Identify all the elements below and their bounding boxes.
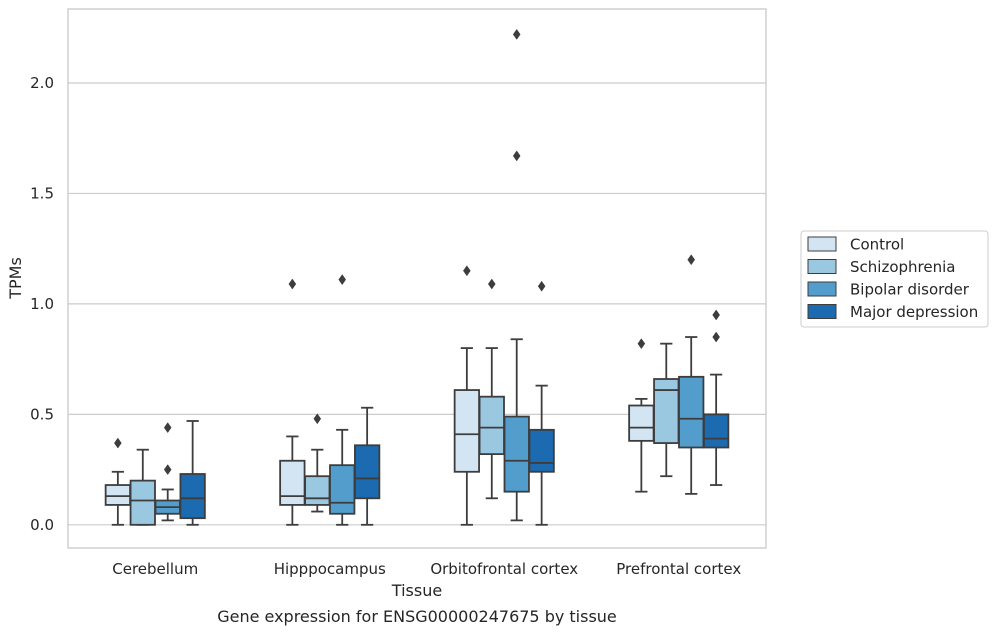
y-tick-label: 0.5 — [30, 405, 54, 423]
legend-label: Schizophrenia — [850, 258, 955, 276]
outlier-marker — [537, 280, 546, 292]
box-element — [453, 265, 480, 526]
box-element — [703, 309, 730, 486]
legend-label: Major depression — [850, 303, 978, 321]
x-tick-label: Orbitofrontal cortex — [430, 560, 578, 578]
outlier-marker — [712, 331, 720, 343]
outlier-marker — [512, 150, 521, 162]
iqr-box — [453, 389, 480, 473]
legend-swatch — [807, 259, 837, 274]
iqr-box — [503, 415, 530, 493]
iqr-box — [279, 459, 306, 506]
x-tick-label: Prefrontal cortex — [616, 560, 741, 578]
iqr-box — [528, 428, 555, 473]
legend-frame — [800, 230, 989, 328]
outlier-marker — [163, 422, 172, 434]
iqr-box — [104, 484, 131, 506]
outlier-marker — [288, 278, 297, 290]
iqr-box — [478, 395, 505, 456]
x-tick-labels: Cerebellum Hipppocampus Orbitofrontal cort… — [112, 560, 741, 578]
outlier-marker — [637, 338, 646, 350]
legend-swatch — [807, 281, 837, 297]
outlier-marker — [163, 464, 172, 476]
outlier-marker — [512, 28, 521, 40]
x-axis-label: Tissue — [391, 581, 442, 600]
y-axis-label: TPMs — [6, 257, 25, 300]
box-element — [628, 338, 655, 493]
plot-frame — [67, 8, 767, 549]
box-plot-series — [104, 28, 730, 526]
chart-caption: Gene expression for ENSG00000247675 by t… — [217, 607, 617, 626]
outlier-marker — [712, 309, 720, 321]
outlier-marker — [114, 437, 122, 449]
box-element — [478, 278, 505, 500]
x-tick-label: Cerebellum — [112, 560, 198, 578]
legend-item: Major depression — [807, 303, 978, 321]
box-element — [179, 420, 206, 526]
y-tick-labels: 0.0 0.5 1.0 1.5 2.0 — [30, 74, 54, 534]
iqr-box — [653, 378, 680, 444]
iqr-box — [354, 444, 381, 500]
iqr-box — [304, 475, 331, 506]
legend-swatch — [807, 304, 837, 319]
legend-swatch — [807, 236, 837, 252]
box-element — [354, 406, 381, 526]
legend-label: Control — [850, 236, 904, 254]
box-element — [279, 278, 306, 526]
legend-item: Control — [807, 236, 904, 254]
plot-background — [68, 9, 766, 548]
y-tick-label: 1.0 — [30, 295, 54, 313]
legend-item: Schizophrenia — [807, 258, 955, 276]
outlier-marker — [487, 278, 496, 290]
legend-item: Bipolar disorder — [807, 281, 970, 299]
y-tick-label: 2.0 — [30, 74, 54, 92]
outlier-marker — [463, 265, 471, 277]
legend-label: Bipolar disorder — [850, 281, 970, 299]
iqr-box — [329, 464, 356, 515]
legend: Control Schizophrenia Bipolar disorder Majo… — [800, 230, 989, 328]
y-tick-label: 1.5 — [30, 184, 54, 202]
outlier-marker — [687, 254, 696, 266]
box-element — [528, 280, 555, 526]
box-element — [503, 28, 530, 522]
iqr-box — [179, 473, 206, 520]
outlier-marker — [338, 274, 347, 286]
y-tick-label: 0.0 — [30, 516, 54, 534]
iqr-box — [678, 375, 705, 449]
outlier-marker — [313, 413, 322, 425]
iqr-box — [628, 404, 655, 442]
box-element — [129, 448, 156, 526]
iqr-box — [703, 413, 730, 449]
iqr-box — [129, 479, 156, 526]
box-element — [678, 254, 705, 495]
x-tick-label: Hipppocampus — [274, 560, 386, 578]
